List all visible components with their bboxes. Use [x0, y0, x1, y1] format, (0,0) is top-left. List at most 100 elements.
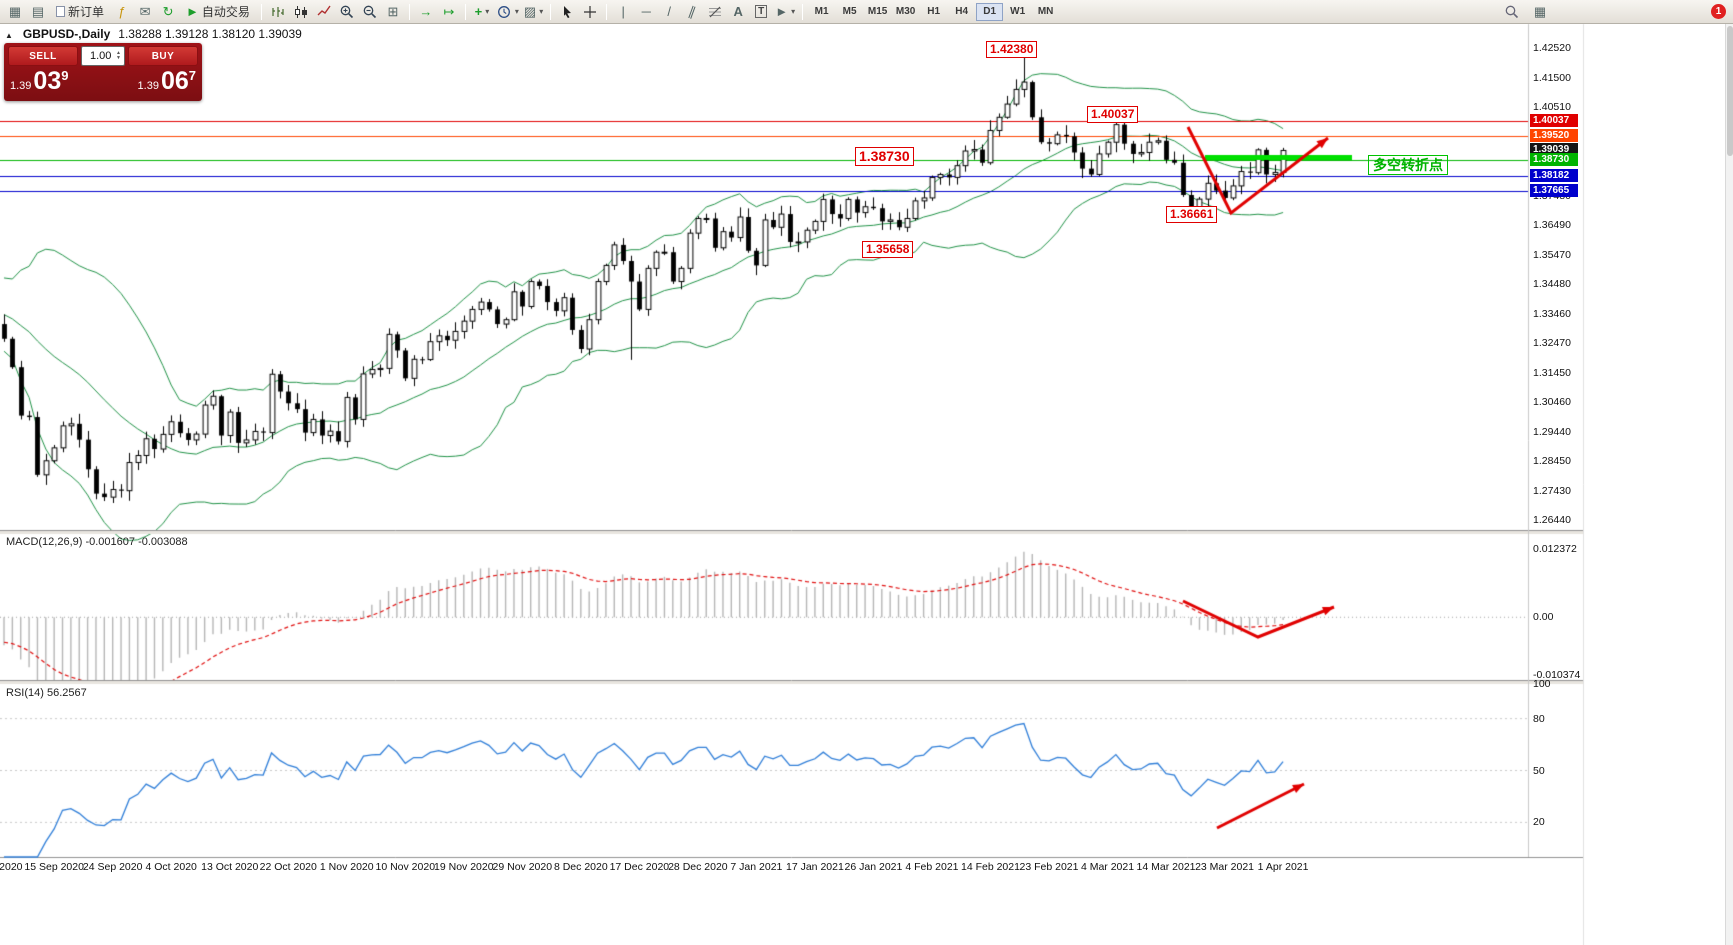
macd-title: MACD(12,26,9) -0.001607 -0.003088: [6, 536, 188, 548]
crosshair-button[interactable]: [579, 2, 601, 22]
indicators-button[interactable]: + ▾: [471, 2, 493, 22]
volume-up-button[interactable]: ▲: [116, 50, 121, 56]
new-chart-button[interactable]: ▦: [4, 2, 26, 22]
layout-button[interactable]: ▦: [1529, 2, 1551, 22]
zoom-in-button[interactable]: [336, 2, 358, 22]
sell-button[interactable]: SELL: [8, 46, 78, 66]
text-icon: A: [733, 4, 743, 19]
label-button[interactable]: T: [750, 2, 772, 22]
zoom-out-button[interactable]: [359, 2, 381, 22]
channel-button[interactable]: ∥: [681, 2, 703, 22]
date-label: 17 Jan 2021: [786, 861, 844, 873]
periods-button[interactable]: ▾: [494, 2, 521, 22]
notification-badge[interactable]: 1: [1711, 4, 1726, 19]
clock-icon: [496, 4, 512, 20]
buy-button[interactable]: BUY: [128, 46, 198, 66]
chevron-down-icon: ▾: [539, 7, 544, 16]
volume-down-button[interactable]: ▼: [116, 55, 121, 61]
bid-point: 9: [61, 68, 69, 83]
date-label: 4 Feb 2021: [905, 861, 959, 873]
line-chart-button[interactable]: [313, 2, 335, 22]
new-order-icon: [56, 6, 65, 17]
candlestick-icon: [293, 4, 309, 20]
timeframe-button-h4[interactable]: H4: [948, 3, 975, 21]
date-label: 22 Oct 2020: [259, 861, 317, 873]
auto-scroll-icon: →: [419, 4, 433, 19]
macd-axis-label: 0.012372: [1533, 542, 1577, 555]
mailbox-button[interactable]: ✉: [134, 2, 156, 22]
tile-windows-button[interactable]: ⊞: [382, 2, 404, 22]
timeframe-button-h1[interactable]: H1: [920, 3, 947, 21]
price-tick: 1.32470: [1533, 337, 1571, 350]
fibonacci-button[interactable]: [704, 2, 726, 22]
date-label: 17 Dec 2020: [609, 861, 670, 873]
volume-input[interactable]: 1.00 ▲ ▼: [81, 46, 125, 66]
symbol-title: GBPUSD-,Daily: [22, 27, 111, 41]
metaeditor-icon: ƒ: [118, 4, 126, 19]
horizontal-line-button[interactable]: ─: [635, 2, 657, 22]
price-tag-1.37665: 1.37665: [1530, 183, 1578, 197]
timeframe-button-w1[interactable]: W1: [1004, 3, 1031, 21]
search-button[interactable]: [1501, 2, 1523, 22]
layout-icon: ▦: [1533, 4, 1547, 19]
candlestick-chart-button[interactable]: [290, 2, 312, 22]
cn-annotation[interactable]: 多空转折点: [1368, 155, 1448, 175]
price-callout-1.42380[interactable]: 1.42380: [986, 41, 1038, 58]
date-label: 23 Feb 2021: [1019, 861, 1079, 873]
date-label: 6 Sep 2020: [0, 861, 23, 873]
text-button[interactable]: A: [727, 2, 749, 22]
timeframe-button-m5[interactable]: M5: [836, 3, 863, 21]
date-label: 29 Nov 2020: [492, 861, 553, 873]
channel-icon: ∥: [686, 3, 698, 20]
toolbar-separator: [260, 3, 262, 20]
price-callout-1.40037[interactable]: 1.40037: [1087, 106, 1139, 123]
price-callout-1.36661[interactable]: 1.36661: [1166, 206, 1218, 223]
bar-chart-button[interactable]: [267, 2, 289, 22]
shapes-button[interactable]: ► ▾: [773, 2, 797, 22]
timeframe-button-mn[interactable]: MN: [1032, 3, 1059, 21]
vertical-scrollbar[interactable]: [1725, 24, 1733, 945]
metaeditor-button[interactable]: ƒ: [111, 2, 133, 22]
date-label: 7 Jan 2021: [730, 861, 783, 873]
autotrading-button[interactable]: ► 自动交易: [180, 2, 256, 22]
rsi-title: RSI(14) 56.2567: [6, 687, 87, 699]
trendline-button[interactable]: /: [658, 2, 680, 22]
ask-price[interactable]: 1.39 06 7: [136, 66, 198, 96]
new-order-button[interactable]: 新订单: [50, 2, 110, 22]
price-tick: 1.34480: [1533, 278, 1571, 291]
profiles-button[interactable]: ▤: [27, 2, 49, 22]
bar-chart-icon: [270, 4, 286, 20]
templates-button[interactable]: ▨ ▾: [522, 2, 545, 22]
date-label: 15 Sep 2020: [24, 861, 84, 873]
one-click-trading-panel: SELL 1.00 ▲ ▼ BUY 1.39 03 9 1.39 06 7: [4, 43, 202, 101]
search-icon: [1504, 4, 1520, 20]
cursor-button[interactable]: [556, 2, 578, 22]
timeframe-button-d1[interactable]: D1: [976, 2, 1004, 21]
ask-pips: 06: [160, 67, 189, 95]
price-callout-1.35658[interactable]: 1.35658: [862, 241, 914, 258]
timeframe-button-m15[interactable]: M15: [864, 3, 891, 21]
price-callout-1.38730[interactable]: 1.38730: [855, 147, 914, 166]
timeframe-button-m30[interactable]: M30: [892, 3, 919, 21]
vertical-line-button[interactable]: |: [612, 2, 634, 22]
refresh-button[interactable]: ↻: [157, 2, 179, 22]
chart-shift-button[interactable]: ↦: [438, 2, 460, 22]
line-chart-icon: [316, 4, 332, 20]
price-tick: 1.26440: [1533, 514, 1571, 527]
timeframe-button-m1[interactable]: M1: [808, 3, 835, 21]
trendline-icon: /: [667, 4, 672, 19]
price-tick: 1.33460: [1533, 308, 1571, 321]
toolbar-separator: [464, 3, 466, 20]
one-click-toggle-icon[interactable]: ▲: [5, 31, 13, 40]
bid-price[interactable]: 1.39 03 9: [8, 66, 70, 96]
volume-value[interactable]: 1.00: [90, 50, 112, 62]
rsi-axis-label: 50: [1533, 764, 1545, 777]
scrollbar-thumb[interactable]: [1727, 26, 1733, 156]
price-tag-1.39520: 1.39520: [1530, 129, 1578, 143]
one-click-prices: 1.39 03 9 1.39 06 7: [8, 66, 198, 96]
auto-scroll-button[interactable]: →: [415, 2, 437, 22]
template-icon: ▨: [523, 4, 537, 19]
price-tick: 1.41500: [1533, 72, 1571, 85]
